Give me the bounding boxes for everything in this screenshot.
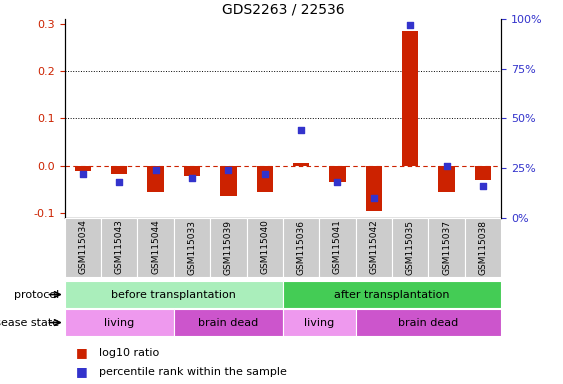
Text: GSM115034: GSM115034 bbox=[78, 220, 87, 275]
FancyBboxPatch shape bbox=[356, 218, 392, 277]
FancyBboxPatch shape bbox=[65, 309, 174, 336]
Point bbox=[151, 167, 160, 173]
Text: disease state: disease state bbox=[0, 318, 59, 328]
Text: ■: ■ bbox=[76, 346, 88, 359]
FancyBboxPatch shape bbox=[101, 218, 137, 277]
Point bbox=[479, 183, 488, 189]
Bar bbox=[111, 166, 127, 174]
FancyBboxPatch shape bbox=[283, 281, 501, 308]
Text: GSM115038: GSM115038 bbox=[479, 220, 488, 275]
Text: living: living bbox=[104, 318, 135, 328]
Bar bbox=[257, 166, 273, 192]
Point bbox=[406, 22, 415, 28]
Bar bbox=[184, 166, 200, 176]
FancyBboxPatch shape bbox=[392, 218, 428, 277]
FancyBboxPatch shape bbox=[137, 218, 174, 277]
FancyBboxPatch shape bbox=[247, 218, 283, 277]
Point bbox=[78, 171, 87, 177]
Title: GDS2263 / 22536: GDS2263 / 22536 bbox=[222, 3, 344, 17]
FancyBboxPatch shape bbox=[319, 218, 356, 277]
Text: GSM115035: GSM115035 bbox=[406, 220, 415, 275]
FancyBboxPatch shape bbox=[283, 218, 319, 277]
Text: GSM115042: GSM115042 bbox=[369, 220, 378, 274]
FancyBboxPatch shape bbox=[464, 218, 501, 277]
Point bbox=[224, 167, 233, 173]
FancyBboxPatch shape bbox=[65, 281, 283, 308]
Bar bbox=[365, 166, 382, 211]
Text: log10 ratio: log10 ratio bbox=[99, 348, 159, 358]
Point bbox=[369, 195, 378, 201]
Point bbox=[442, 163, 451, 169]
Text: ■: ■ bbox=[76, 365, 88, 378]
Point bbox=[333, 179, 342, 185]
Text: brain dead: brain dead bbox=[398, 318, 458, 328]
Text: GSM115039: GSM115039 bbox=[224, 220, 233, 275]
FancyBboxPatch shape bbox=[210, 218, 247, 277]
Text: GSM115044: GSM115044 bbox=[151, 220, 160, 274]
FancyBboxPatch shape bbox=[428, 218, 464, 277]
Text: GSM115036: GSM115036 bbox=[297, 220, 306, 275]
Text: GSM115041: GSM115041 bbox=[333, 220, 342, 275]
Bar bbox=[329, 166, 346, 182]
Point bbox=[297, 127, 306, 134]
Text: before transplantation: before transplantation bbox=[111, 290, 236, 300]
Text: percentile rank within the sample: percentile rank within the sample bbox=[99, 367, 287, 377]
FancyBboxPatch shape bbox=[283, 309, 356, 336]
FancyBboxPatch shape bbox=[174, 218, 210, 277]
Text: GSM115040: GSM115040 bbox=[260, 220, 269, 275]
Bar bbox=[75, 166, 91, 171]
Text: protocol: protocol bbox=[14, 290, 59, 300]
Text: GSM115037: GSM115037 bbox=[442, 220, 451, 275]
Bar bbox=[402, 31, 418, 166]
Bar bbox=[439, 166, 455, 192]
FancyBboxPatch shape bbox=[65, 218, 101, 277]
Bar bbox=[220, 166, 236, 197]
Text: GSM115043: GSM115043 bbox=[115, 220, 124, 275]
Text: GSM115033: GSM115033 bbox=[187, 220, 196, 275]
FancyBboxPatch shape bbox=[356, 309, 501, 336]
Bar bbox=[475, 166, 491, 180]
Point bbox=[115, 179, 124, 185]
Bar bbox=[293, 163, 309, 166]
Point bbox=[187, 175, 196, 181]
Bar bbox=[148, 166, 164, 192]
Text: brain dead: brain dead bbox=[198, 318, 258, 328]
Text: after transplantation: after transplantation bbox=[334, 290, 450, 300]
Point bbox=[260, 171, 269, 177]
Text: living: living bbox=[304, 318, 334, 328]
FancyBboxPatch shape bbox=[174, 309, 283, 336]
